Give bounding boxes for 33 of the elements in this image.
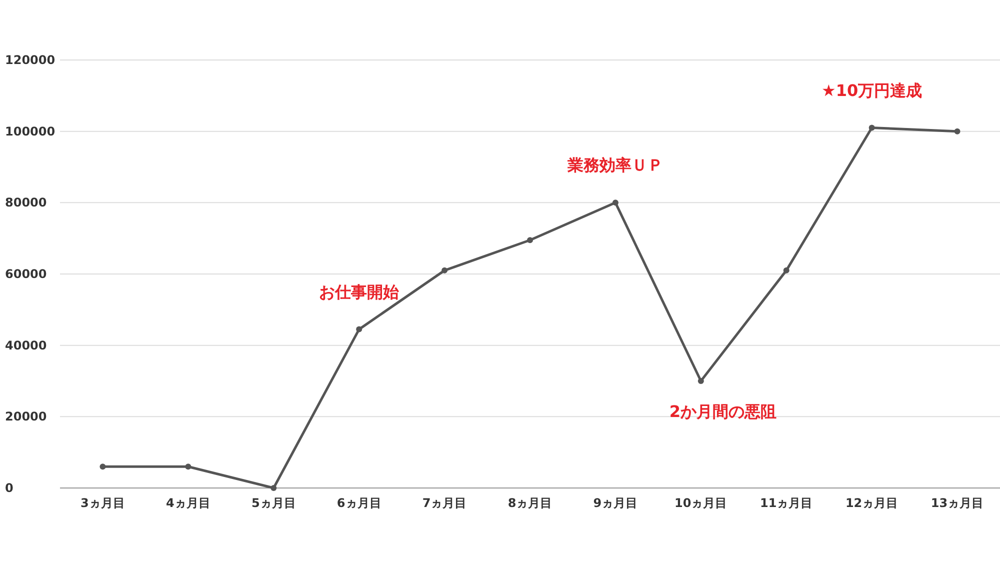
x-tick-label: 11ヵ月目 (760, 496, 813, 510)
y-tick-label: 120000 (5, 53, 56, 67)
x-tick-label: 7ヵ月目 (422, 496, 467, 510)
annotation: ★10万円達成 (822, 80, 922, 100)
point (185, 464, 192, 470)
point (100, 464, 106, 470)
x-tick-label: 4ヵ月目 (166, 496, 210, 510)
point (270, 485, 277, 491)
point (783, 267, 790, 274)
x-tick-label: 12ヵ月目 (845, 496, 898, 510)
annotation: 業務効率ＵＰ (566, 156, 664, 175)
annotation: 2か月間の悪阻 (669, 402, 776, 421)
point (527, 237, 533, 244)
x-tick-label: 13ヵ月目 (930, 496, 984, 510)
point (612, 200, 618, 206)
x-tick-label: 5ヵ月目 (251, 496, 296, 510)
y-tick-label: 20000 (5, 410, 47, 424)
y-tick-label: 80000 (5, 196, 47, 210)
point (356, 326, 362, 332)
y-tick-label: 0 (5, 481, 14, 495)
y-tick-label: 100000 (5, 124, 56, 138)
x-tick-label: 6ヵ月目 (336, 496, 382, 510)
point (698, 378, 704, 384)
point (868, 124, 875, 131)
x-tick-label: 9ヵ月目 (593, 496, 638, 510)
y-tick-label: 60000 (5, 267, 47, 281)
point (954, 128, 960, 134)
annotation: お仕事開始 (319, 282, 400, 302)
x-tick-label: 3ヵ月目 (80, 496, 125, 510)
point (442, 267, 448, 274)
x-tick-label: 10ヵ月目 (674, 496, 728, 510)
x-tick-label: 8ヵ月目 (508, 496, 552, 510)
y-tick-label: 40000 (5, 338, 47, 352)
